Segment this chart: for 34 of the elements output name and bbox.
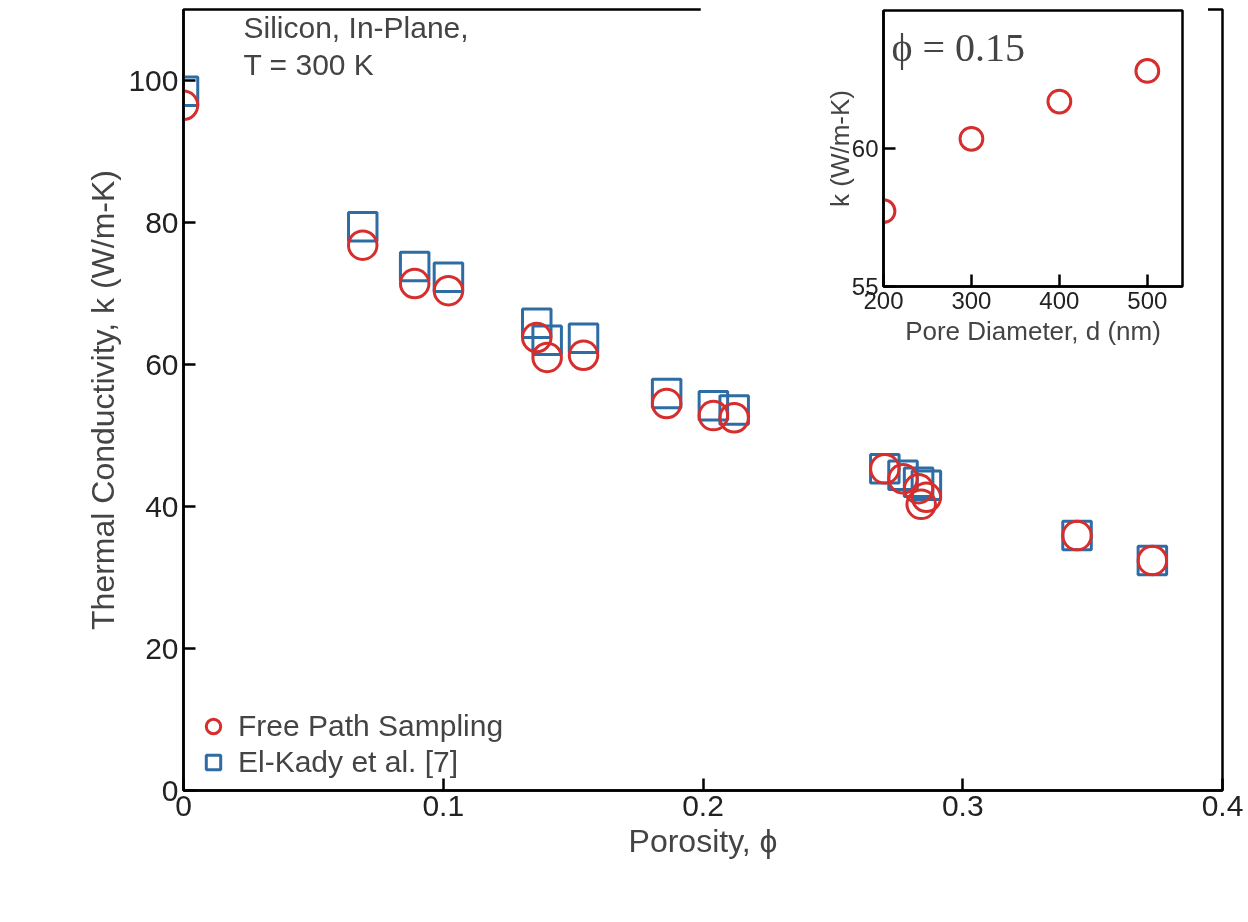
y-tick-label: 60 bbox=[145, 347, 179, 381]
x-tick-label: 0.2 bbox=[682, 788, 724, 822]
annotation: Silicon, In-Plane, T = 300 K bbox=[243, 10, 469, 82]
y-axis-title: Thermal Conductivity, k (W/m-K) bbox=[85, 170, 122, 630]
x-axis-title: Porosity, ϕ bbox=[628, 822, 778, 859]
legend-label: El-Kady et al. [7] bbox=[238, 745, 459, 779]
point bbox=[902, 473, 935, 505]
point bbox=[718, 402, 750, 434]
y-tick-label: 40 bbox=[145, 489, 179, 523]
point bbox=[432, 274, 465, 307]
point bbox=[1046, 88, 1073, 115]
point bbox=[346, 211, 379, 243]
legend-label: Free Path Sampling bbox=[238, 709, 504, 743]
x-axis-title: Pore Diameter, d (nm) bbox=[905, 315, 1161, 346]
point bbox=[521, 321, 553, 354]
x-tick-label: 300 bbox=[951, 286, 992, 314]
point bbox=[905, 488, 937, 521]
x-tick-label: 0.3 bbox=[941, 788, 984, 822]
y-tick-label: 80 bbox=[145, 205, 179, 239]
point bbox=[531, 341, 563, 374]
annotation: ϕ = 0.15 bbox=[891, 24, 1026, 70]
point bbox=[697, 399, 730, 432]
point bbox=[346, 229, 379, 261]
x-tick-label: 0.4 bbox=[1201, 788, 1244, 822]
y-tick-label: 20 bbox=[145, 631, 179, 665]
point bbox=[1134, 58, 1161, 84]
x-tick-label: 500 bbox=[1127, 286, 1168, 314]
y-tick-label: 100 bbox=[128, 63, 179, 97]
point bbox=[398, 267, 431, 300]
point bbox=[650, 387, 683, 420]
x-tick-label: 400 bbox=[1039, 286, 1080, 314]
x-tick-label: 0.1 bbox=[422, 788, 465, 822]
point bbox=[567, 339, 600, 371]
point bbox=[910, 481, 943, 513]
